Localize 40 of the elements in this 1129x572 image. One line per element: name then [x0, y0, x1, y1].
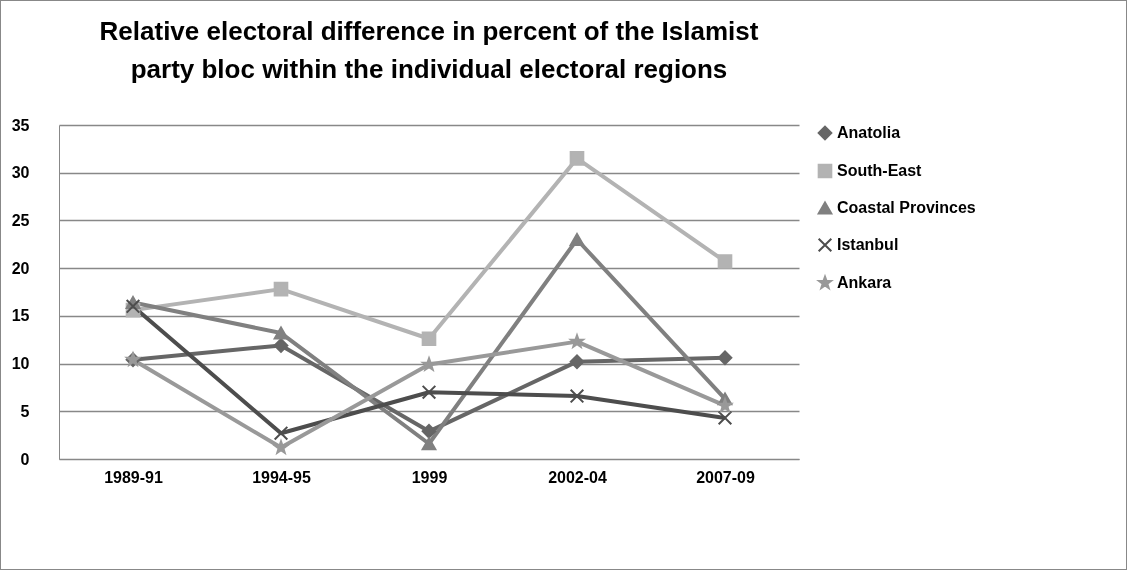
point — [421, 437, 437, 451]
point — [717, 254, 733, 269]
x-tick-label: 2007-09 — [696, 468, 755, 486]
y-tick-label: 10 — [11, 355, 30, 373]
legend-label: South-East — [837, 162, 923, 179]
point — [273, 425, 289, 441]
text: Relative electoral difference in percent of the Islamist — [99, 16, 759, 46]
point — [273, 326, 289, 340]
y-tick-label: 35 — [11, 116, 30, 134]
y-tick-label: 15 — [11, 307, 30, 325]
point — [273, 338, 289, 353]
point — [421, 384, 437, 400]
point — [273, 440, 289, 454]
point — [421, 357, 437, 371]
point — [273, 281, 289, 297]
point — [421, 424, 437, 439]
y-tick-label: 25 — [11, 211, 30, 229]
point — [569, 388, 585, 404]
point — [569, 334, 585, 348]
point — [717, 350, 733, 366]
point — [717, 398, 733, 412]
y-tick-label: 30 — [11, 164, 30, 182]
point — [717, 410, 733, 426]
point — [569, 151, 585, 166]
legend-label: Istanbul — [837, 236, 899, 253]
point — [569, 354, 585, 369]
x-tick-label: 1994-95 — [252, 468, 311, 486]
point — [421, 331, 437, 347]
x-tick-label: 2002-04 — [548, 468, 607, 486]
point — [569, 233, 585, 246]
y-tick-label: 5 — [20, 402, 30, 420]
legend-label: Anatolia — [837, 124, 901, 141]
legend-label: Ankara — [837, 274, 892, 291]
text: party bloc within the individual electoral regions — [130, 54, 728, 84]
y-tick-label: 0 — [20, 450, 30, 468]
point — [125, 298, 141, 314]
y-tick-label: 20 — [11, 259, 30, 277]
legend-label: Coastal Provinces — [837, 199, 976, 216]
x-tick-label: 1989-91 — [104, 468, 163, 486]
x-tick-label: 1999 — [411, 468, 448, 486]
